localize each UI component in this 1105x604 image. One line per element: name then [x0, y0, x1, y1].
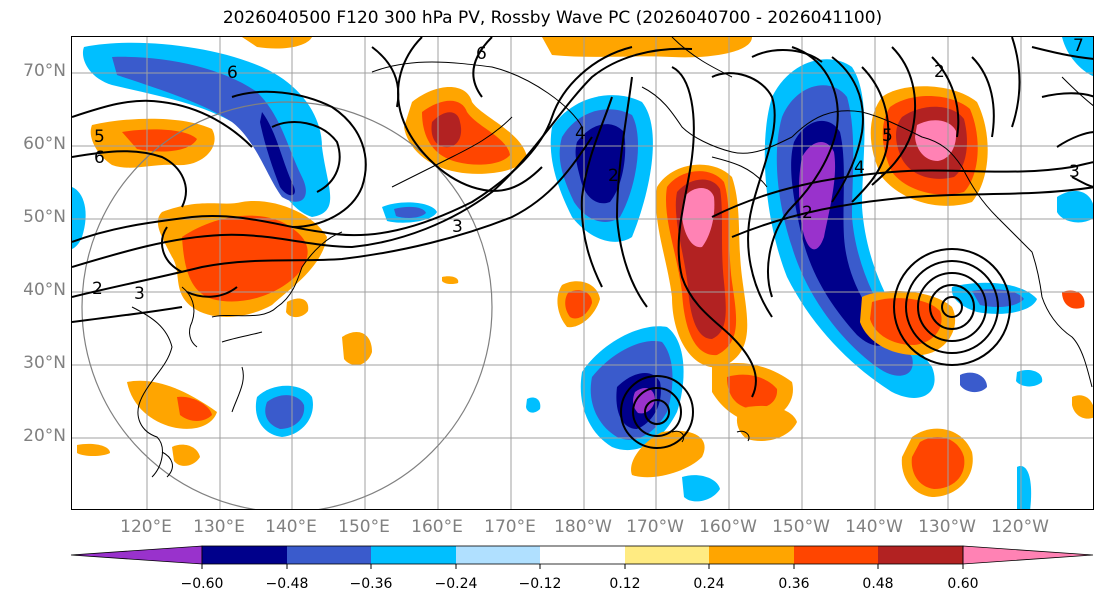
colorbar-tick-label: 0.36	[778, 576, 810, 592]
contour-label: 2	[608, 166, 619, 186]
colorbar-tick-label: −0.36	[349, 576, 393, 592]
colorbar-extend-min	[70, 545, 203, 565]
negative-anomaly-region	[72, 187, 86, 249]
colorbar-frame	[201, 545, 964, 565]
positive-anomaly-region	[682, 188, 715, 248]
contour-label: 3	[134, 284, 145, 304]
negative-anomaly-region	[1016, 370, 1043, 387]
positive-anomaly-region	[1072, 395, 1093, 419]
lat-label-40n: 40°N	[23, 280, 66, 300]
negative-anomaly-region	[260, 112, 295, 196]
lon-label-140w: 140°W	[845, 517, 903, 537]
lat-label-50n: 50°N	[23, 207, 66, 227]
colorbar-cell	[202, 546, 287, 564]
positive-anomaly-region	[182, 215, 308, 302]
negative-anomaly-region	[682, 475, 720, 502]
positive-anomaly-region	[631, 430, 705, 478]
map-panel[interactable]: 6 6 6 5 4 3 2 2 3 2 4 5 3 2 7	[71, 36, 1094, 510]
contour-label: 2	[802, 203, 813, 223]
reference-circle	[81, 101, 493, 509]
contour-label: 6	[227, 63, 238, 83]
negative-anomaly-region	[960, 372, 987, 393]
negative-anomaly-region	[1057, 191, 1093, 223]
positive-anomaly-region	[542, 37, 752, 58]
negative-anomaly-region	[82, 42, 331, 218]
contour-label: 3	[1069, 162, 1080, 182]
colorbar-tick-label: 0.60	[947, 576, 979, 592]
positive-anomaly-region	[172, 444, 200, 466]
lon-label-120w: 120°W	[991, 517, 1049, 537]
lon-label-160w: 160°W	[699, 517, 757, 537]
lon-label-130w: 130°W	[918, 517, 976, 537]
positive-anomaly-region	[915, 120, 957, 161]
positive-anomaly-region	[286, 298, 309, 318]
contour-label: 6	[476, 44, 487, 64]
contour-label: 5	[94, 127, 105, 147]
contour-label: 5	[882, 126, 893, 146]
contour-label: 3	[452, 217, 463, 237]
lon-label-130e: 130°E	[193, 517, 245, 537]
lat-label-70n: 70°N	[23, 61, 66, 81]
colorbar-cell	[878, 546, 963, 564]
positive-anomaly-region	[870, 298, 942, 345]
contour-label: 4	[575, 124, 586, 144]
colorbar-tick-label: 0.12	[609, 576, 641, 592]
negative-anomaly-region	[394, 206, 426, 218]
colorbar-tick-label: −0.48	[265, 576, 309, 592]
positive-anomaly-region	[431, 112, 462, 148]
colorbar-cell	[794, 546, 878, 564]
positive-anomaly-region	[177, 396, 212, 421]
positive-anomaly-region	[727, 374, 778, 409]
contour-label: 6	[94, 148, 105, 168]
positive-anomaly-region	[1062, 290, 1085, 309]
lon-label-140e: 140°E	[265, 517, 317, 537]
positive-anomaly-region	[565, 290, 592, 319]
positive-anomaly-region	[911, 437, 965, 489]
negative-anomaly-region	[526, 397, 541, 413]
negative-anomaly-region	[1017, 466, 1032, 509]
contour-label: 2	[92, 279, 103, 299]
lon-label-170e: 170°E	[484, 517, 536, 537]
colorbar-cell	[709, 546, 794, 564]
contour-label: 4	[854, 158, 865, 178]
colorbar-tick-label: −0.24	[434, 576, 478, 592]
colorbar-tick-label: 0.24	[693, 576, 725, 592]
lat-label-20n: 20°N	[23, 426, 66, 446]
coastlines	[131, 37, 1093, 478]
colorbar-tick-label: −0.12	[518, 576, 562, 592]
positive-anomaly-region	[442, 276, 459, 285]
colorbar-extend-max	[962, 545, 1094, 565]
negative-anomaly-region	[799, 141, 836, 250]
negative-anomaly-region	[633, 387, 655, 414]
colorbar-tick-label: 0.48	[862, 576, 894, 592]
positive-anomaly-region	[242, 37, 312, 49]
map-canvas[interactable]: 6 6 6 5 4 3 2 2 3 2 4 5 3 2 7	[72, 37, 1094, 510]
colorbar	[70, 545, 1094, 569]
rossby-wave-contours	[72, 37, 1093, 449]
map-title: 2026040500 F120 300 hPa PV, Rossby Wave …	[222, 8, 883, 28]
contour-labels: 6 6 6 5 4 3 2 2 3 2 4 5 3 2 7	[92, 37, 1084, 304]
positive-anomaly-region	[77, 443, 110, 456]
lat-label-60n: 60°N	[23, 134, 66, 154]
negative-anomaly-region	[265, 395, 305, 429]
lon-label-160e: 160°E	[411, 517, 463, 537]
contour-label: 7	[1073, 37, 1084, 56]
pv-anomaly-fills	[72, 37, 1093, 509]
positive-anomaly-region	[342, 332, 372, 366]
lon-label-170w: 170°W	[626, 517, 684, 537]
positive-anomaly-region	[736, 405, 797, 442]
colorbar-cell	[625, 546, 709, 564]
colorbar-cell	[540, 546, 625, 564]
colorbar-cell	[371, 546, 456, 564]
lon-label-180w: 180°W	[554, 517, 612, 537]
colorbar-tick-label: −0.60	[180, 576, 224, 592]
colorbar-cell	[287, 546, 371, 564]
contour-label: 2	[934, 62, 945, 82]
lon-label-120e: 120°E	[120, 517, 172, 537]
colorbar-cell	[456, 546, 540, 564]
lon-label-150e: 150°E	[338, 517, 390, 537]
lat-label-30n: 30°N	[23, 353, 66, 373]
lon-label-150w: 150°W	[772, 517, 830, 537]
